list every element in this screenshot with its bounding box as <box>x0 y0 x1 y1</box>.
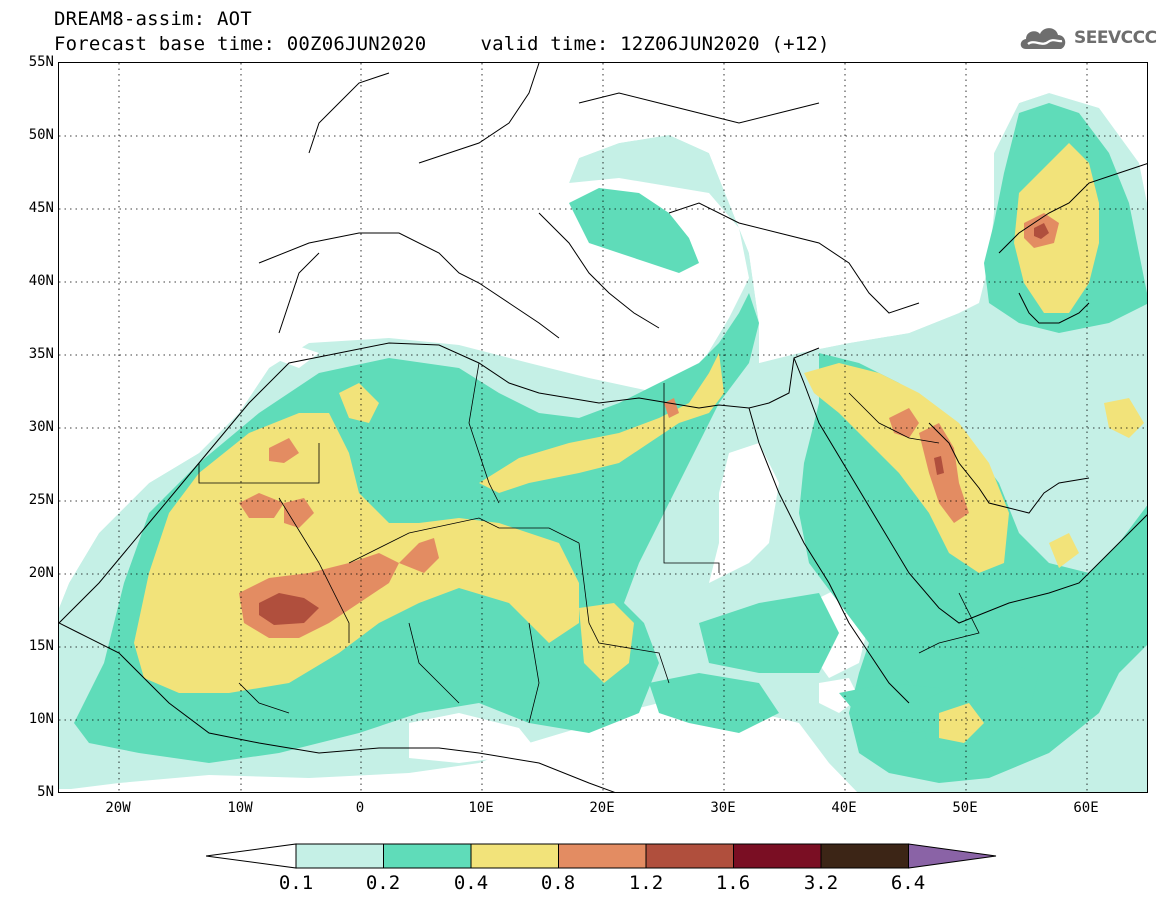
lon-label: 50E <box>952 800 978 816</box>
lon-label: 60E <box>1073 800 1099 816</box>
colorbar-swatch <box>470 843 559 869</box>
legend-label: 1.2 <box>628 872 664 894</box>
lon-label: 0 <box>355 800 365 816</box>
colorbar-swatch <box>295 843 384 869</box>
map-title: DREAM8-assim: AOT <box>54 8 252 30</box>
lat-label: 40N <box>28 273 54 289</box>
lon-label: 10W <box>227 800 253 816</box>
lat-label: 50N <box>28 127 54 143</box>
lat-label: 15N <box>28 638 54 654</box>
colorbar-swatch <box>645 843 734 869</box>
cloud-icon <box>1020 28 1066 49</box>
legend-label: 6.4 <box>890 872 926 894</box>
map-canvas <box>59 63 1147 792</box>
seevccc-logo: SEEVCCC <box>1018 22 1157 54</box>
colorbar-under-triangle <box>206 843 297 869</box>
colorbar-swatch <box>820 843 909 869</box>
lon-label: 20W <box>105 800 131 816</box>
lon-label: 40E <box>831 800 857 816</box>
legend-label: 0.4 <box>453 872 489 894</box>
lat-label: 5N <box>37 784 54 800</box>
lon-label: 10E <box>468 800 494 816</box>
lat-label: 35N <box>28 346 54 362</box>
colorbar-swatch <box>733 843 822 869</box>
aot-layer-1-2 <box>259 223 1049 625</box>
legend-label: 0.8 <box>540 872 576 894</box>
colorbar-swatch <box>383 843 472 869</box>
valid-time: valid time: 12Z06JUN2020 (+12) <box>480 33 830 55</box>
time-info: Forecast base time: 00Z06JUN2020 valid ti… <box>54 33 830 55</box>
legend-label: 3.2 <box>803 872 839 894</box>
map-area <box>58 62 1148 793</box>
legend-label: 1.6 <box>715 872 751 894</box>
legend-label: 0.1 <box>278 872 314 894</box>
colorbar <box>206 843 997 869</box>
lat-label: 30N <box>28 419 54 435</box>
colorbar-swatch <box>558 843 647 869</box>
lat-label: 10N <box>28 711 54 727</box>
lat-label: 25N <box>28 492 54 508</box>
colorbar-over-triangle <box>908 843 997 869</box>
lat-label: 45N <box>28 200 54 216</box>
coastlines <box>59 63 1147 792</box>
legend-label: 0.2 <box>365 872 401 894</box>
lon-label: 30E <box>710 800 736 816</box>
borders <box>198 362 980 724</box>
logo-text: SEEVCCC <box>1074 28 1157 48</box>
lat-label: 55N <box>28 54 54 70</box>
lat-label: 20N <box>28 565 54 581</box>
lon-label: 20E <box>589 800 615 816</box>
base-time: Forecast base time: 00Z06JUN2020 <box>54 33 427 55</box>
